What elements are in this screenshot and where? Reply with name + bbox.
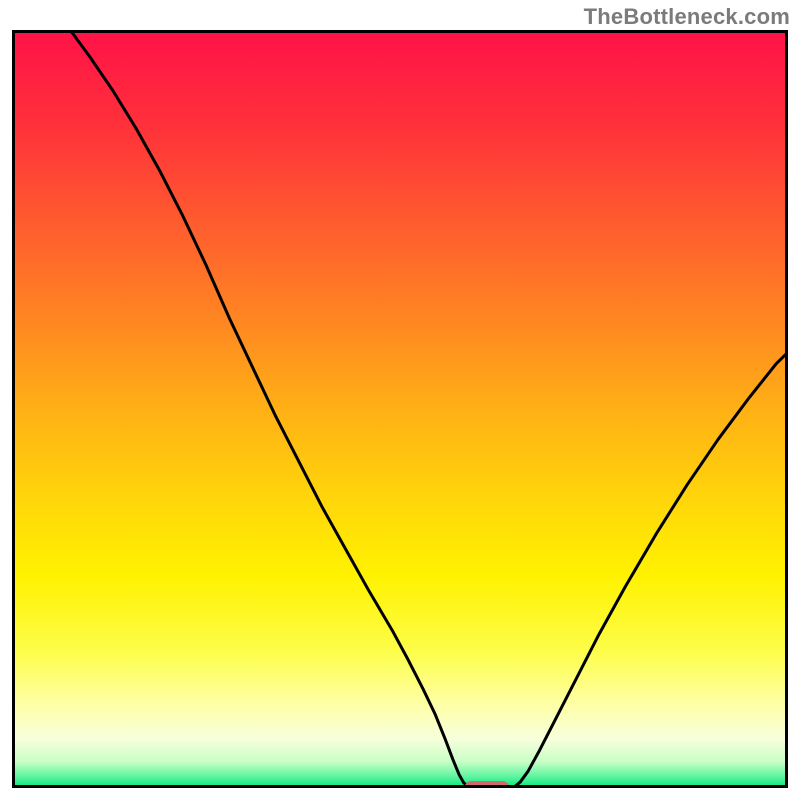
bottleneck-chart: TheBottleneck.com <box>0 0 800 800</box>
chart-background <box>12 30 788 788</box>
chart-svg <box>0 0 800 800</box>
